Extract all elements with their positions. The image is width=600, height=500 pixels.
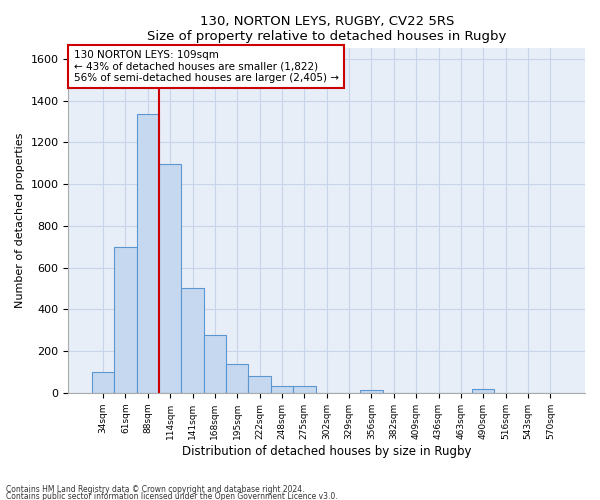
Text: Contains HM Land Registry data © Crown copyright and database right 2024.: Contains HM Land Registry data © Crown c… (6, 486, 305, 494)
Bar (360, 390, 383, 393)
X-axis label: Distribution of detached houses by size in Rugby: Distribution of detached houses by size … (182, 444, 472, 458)
Bar (137, 114, 159, 393)
Bar (248, 376, 271, 393)
Bar (159, 164, 181, 393)
Y-axis label: Number of detached properties: Number of detached properties (15, 133, 25, 308)
Bar (271, 386, 293, 393)
Text: 130 NORTON LEYS: 109sqm
← 43% of detached houses are smaller (1,822)
56% of semi: 130 NORTON LEYS: 109sqm ← 43% of detache… (74, 50, 338, 84)
Bar (293, 386, 316, 393)
Bar (204, 336, 226, 393)
Text: Contains public sector information licensed under the Open Government Licence v3: Contains public sector information licen… (6, 492, 338, 500)
Bar (114, 246, 137, 393)
Title: 130, NORTON LEYS, RUGBY, CV22 5RS
Size of property relative to detached houses i: 130, NORTON LEYS, RUGBY, CV22 5RS Size o… (147, 15, 506, 43)
Bar (92, 372, 114, 393)
Bar (472, 388, 494, 393)
Bar (181, 288, 204, 393)
Bar (226, 364, 248, 393)
